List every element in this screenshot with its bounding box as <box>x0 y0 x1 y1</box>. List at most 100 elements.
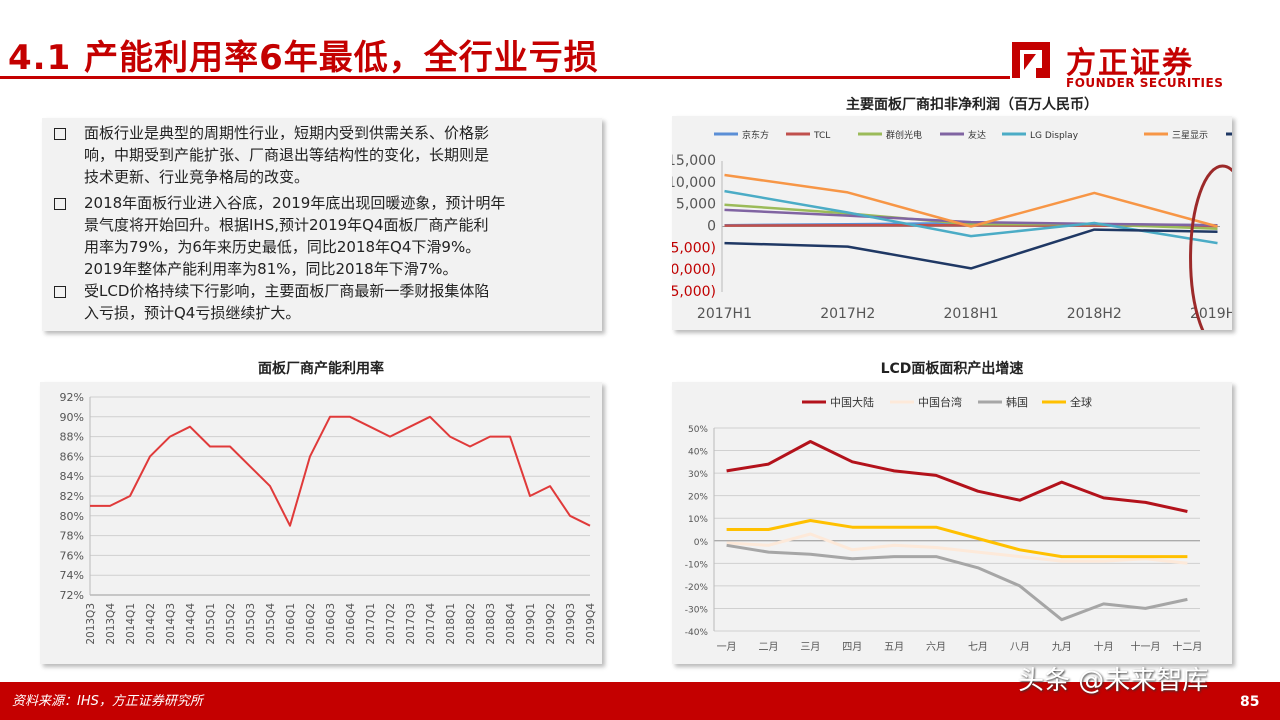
bullet-line: 用率为79%，为6年来历史最低，同比2018年Q4下滑9%。 <box>84 238 481 256</box>
series-line <box>724 189 1218 245</box>
series-line <box>726 532 1188 565</box>
x-tick-label: 2014Q1 <box>125 603 137 645</box>
legend-label: 中国台湾 <box>918 395 962 409</box>
y-tick-label: -30% <box>685 605 709 615</box>
x-tick-label: 三月 <box>800 641 820 653</box>
x-tick-label: 2019Q4 <box>585 603 597 645</box>
y-tick-label: (15,000) <box>672 284 716 300</box>
x-tick-label: 2017H2 <box>820 306 875 322</box>
series-line <box>724 173 1218 228</box>
y-tick-label: 74% <box>60 569 84 582</box>
y-tick-label: 86% <box>60 450 84 463</box>
y-tick-label: 5,000 <box>676 197 716 213</box>
bullet-square-icon <box>54 128 66 140</box>
x-tick-label: 2019H1 <box>1190 306 1232 322</box>
x-tick-label: 2013Q4 <box>105 603 117 645</box>
y-tick-label: 0 <box>707 219 716 235</box>
y-tick-label: 10% <box>688 515 708 525</box>
x-tick-label: 2013Q3 <box>85 603 97 645</box>
x-tick-label: 2014Q2 <box>145 603 157 645</box>
x-tick-label: 六月 <box>926 641 946 653</box>
profit-chart: 15,000 10,000 5,000 0 (5,000) (10,000) (15,000… <box>656 129 1266 352</box>
x-tick-label: 2017Q2 <box>385 603 397 645</box>
source-note: 资料来源：IHS，方正证券研究所 <box>12 694 203 709</box>
lcd-chart-title: LCD面板面积产出增速 <box>880 361 1024 377</box>
x-tick-label: 2016Q2 <box>305 603 317 645</box>
x-tick-label: 十二月 <box>1172 640 1202 653</box>
series-line <box>726 543 1188 622</box>
x-tick-label: 十月 <box>1094 640 1114 653</box>
y-tick-label: (5,000) <box>672 240 716 256</box>
x-tick-label: 2017H1 <box>697 306 752 322</box>
utilization-chart: 92% 90% 88% 86% 84% 82% 80% 78% 76% 74% 72%2013Q3 2… <box>60 391 597 645</box>
x-tick-label: 十一月 <box>1131 640 1161 653</box>
x-tick-label: 2018Q4 <box>505 603 517 645</box>
profit-chart-title: 主要面板厂商扣非净利润（百万人民币） <box>846 97 1098 113</box>
y-tick-label: 78% <box>60 530 84 543</box>
legend-label: 群创光电 <box>886 129 922 141</box>
y-tick-label: 72% <box>60 589 84 602</box>
profit-chart-panel: 15,000 10,000 5,000 0 (5,000) (10,000) (15,000… <box>656 116 1266 352</box>
series-line <box>726 519 1188 559</box>
y-tick-label: 10,000 <box>672 175 716 191</box>
legend-label: 韩国 <box>1006 395 1028 409</box>
bullet-square-icon <box>54 286 66 298</box>
x-tick-label: 九月 <box>1052 641 1072 653</box>
logo-en: FOUNDER SECURITIES <box>1066 76 1224 90</box>
legend-label: LG Display <box>1030 131 1079 141</box>
x-tick-label: 2018Q2 <box>465 603 477 645</box>
logo-cn: 方正证券 <box>1066 46 1194 81</box>
y-tick-label: 90% <box>60 411 84 424</box>
x-tick-label: 四月 <box>842 641 862 653</box>
x-tick-label: 2015Q2 <box>225 603 237 645</box>
x-tick-label: 2017Q1 <box>365 603 377 645</box>
x-tick-label: 2019Q2 <box>545 603 557 645</box>
page-number: 85 <box>1240 694 1260 710</box>
x-tick-label: 2016Q4 <box>345 603 357 645</box>
y-tick-label: 30% <box>688 470 708 480</box>
title-rule <box>0 76 1010 79</box>
y-tick-label: 82% <box>60 490 84 503</box>
legend-label: 全球 <box>1070 395 1092 409</box>
y-tick-label: 50% <box>688 425 708 435</box>
y-tick-label: 80% <box>60 510 84 523</box>
series-line <box>726 440 1188 513</box>
x-tick-label: 一月 <box>717 641 737 653</box>
x-tick-label: 2016Q1 <box>285 603 297 645</box>
x-tick-label: 八月 <box>1010 641 1030 653</box>
utilization-chart-panel: 92% 90% 88% 86% 84% 82% 80% 78% 76% 74% 72% 2013Q3 2… <box>40 382 602 664</box>
x-tick-label: 2017Q4 <box>425 603 437 645</box>
series-line <box>724 208 1218 227</box>
legend-label: 友达 <box>968 129 986 141</box>
bullet-line: 景气度将开始回升。根据IHS,预计2019年Q4面板厂商产能利 <box>84 216 489 234</box>
y-tick-label: -20% <box>685 583 709 593</box>
bullet-line: 受LCD价格持续下行影响，主要面板厂商最新一季财报集体陷 <box>84 282 490 300</box>
x-tick-label: 五月 <box>884 641 904 653</box>
utilization-chart-title: 面板厂商产能利用率 <box>258 361 384 377</box>
x-tick-label: 2018H2 <box>1067 306 1122 322</box>
legend-label: TCL <box>813 131 830 141</box>
bullet-line: 2019年整体产能利用率为81%，同比2018年下滑7%。 <box>84 260 458 278</box>
x-tick-label: 2014Q4 <box>185 603 197 645</box>
logo: 方正证券 FOUNDER SECURITIES <box>1008 38 1238 90</box>
x-tick-label: 2018Q1 <box>445 603 457 645</box>
x-tick-label: 2014Q3 <box>165 603 177 645</box>
founder-logo-icon <box>1012 42 1050 78</box>
x-tick-label: 2018Q3 <box>485 603 497 645</box>
series-line <box>724 203 1218 230</box>
y-tick-label: -10% <box>685 560 709 570</box>
y-tick-label: 0% <box>694 538 709 548</box>
y-tick-label: 76% <box>60 549 84 562</box>
bullet-line: 2018年面板行业进入谷底，2019年底出现回暖迹象，预计明年 <box>84 194 506 212</box>
y-tick-label: 88% <box>60 431 84 444</box>
x-tick-label: 2019Q3 <box>565 603 577 645</box>
series-line <box>724 228 1218 270</box>
x-tick-label: 2018H1 <box>943 306 998 322</box>
x-tick-label: 2017Q3 <box>405 603 417 645</box>
legend-label: 中国大陆 <box>830 395 874 409</box>
y-tick-label: 92% <box>60 391 84 404</box>
y-tick-label: 40% <box>688 448 708 458</box>
watermark: 头条 @未来智库 <box>1018 666 1209 696</box>
bullet-line: 面板行业是典型的周期性行业，短期内受到供需关系、价格影 <box>84 124 490 142</box>
x-tick-label: 七月 <box>968 641 988 653</box>
